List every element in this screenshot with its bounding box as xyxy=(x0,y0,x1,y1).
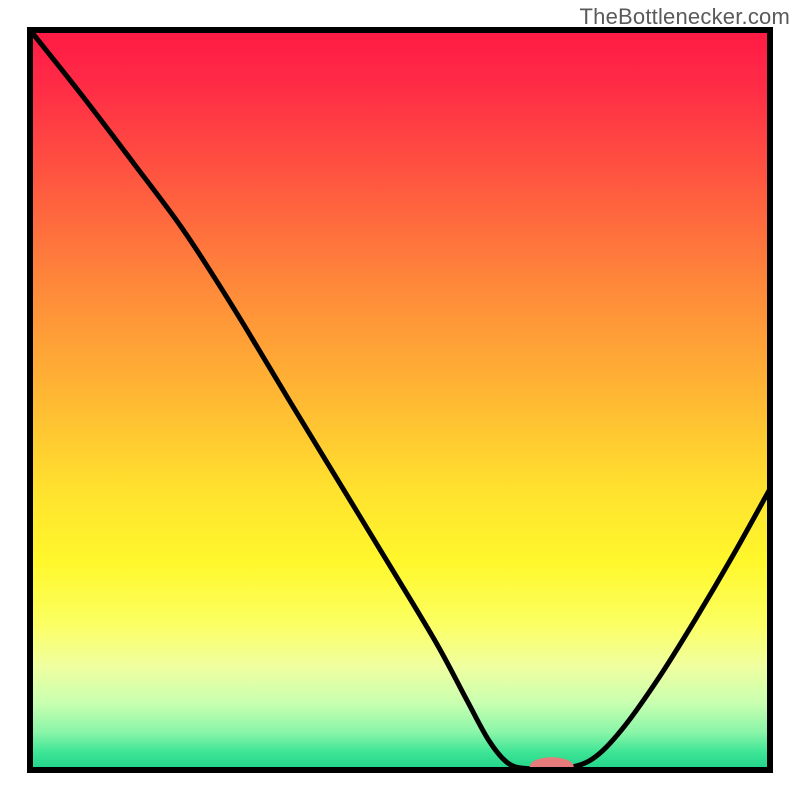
watermark-text: TheBottlenecker.com xyxy=(580,4,790,30)
gradient-background xyxy=(30,30,770,770)
bottleneck-chart xyxy=(0,0,800,800)
chart-container: TheBottlenecker.com xyxy=(0,0,800,800)
